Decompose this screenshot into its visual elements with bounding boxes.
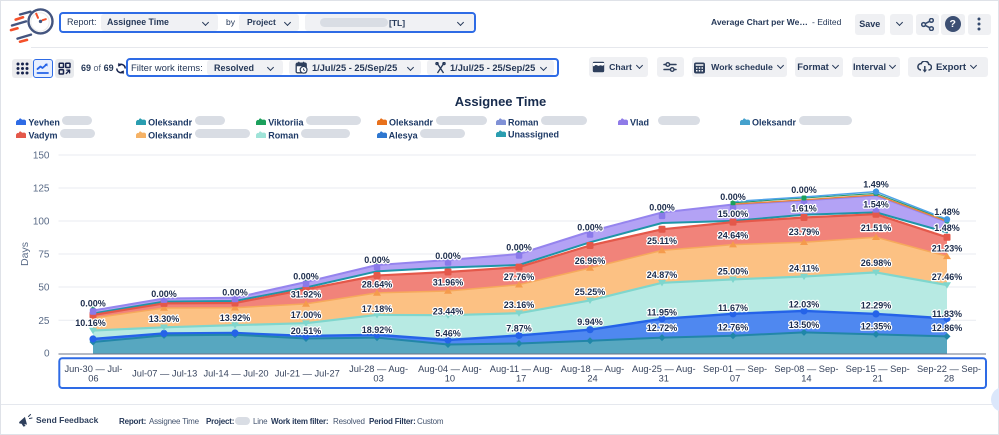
svg-text:10: 10 xyxy=(445,374,455,384)
svg-text:12.72%: 12.72% xyxy=(647,323,678,333)
svg-text:1.61%: 1.61% xyxy=(791,203,817,213)
svg-text:07: 07 xyxy=(730,374,740,384)
svg-text:0.00%: 0.00% xyxy=(791,185,817,195)
svg-text:24: 24 xyxy=(587,374,597,384)
svg-text:23.79%: 23.79% xyxy=(789,227,820,237)
svg-text:21: 21 xyxy=(873,374,883,384)
svg-text:0.00%: 0.00% xyxy=(222,288,248,298)
svg-text:0.00%: 0.00% xyxy=(364,255,390,265)
svg-text:Sep-22 — Sep-: Sep-22 — Sep- xyxy=(917,364,981,374)
svg-text:31.92%: 31.92% xyxy=(291,290,322,300)
svg-text:27.46%: 27.46% xyxy=(932,272,963,282)
svg-text:100: 100 xyxy=(33,217,50,228)
svg-text:0.00%: 0.00% xyxy=(435,251,461,261)
svg-text:24.64%: 24.64% xyxy=(718,230,749,240)
svg-text:1.49%: 1.49% xyxy=(863,179,889,189)
svg-text:Aug-04 — Aug-: Aug-04 — Aug- xyxy=(418,364,482,374)
svg-text:31: 31 xyxy=(659,374,669,384)
svg-text:0.00%: 0.00% xyxy=(293,272,319,282)
svg-text:Jul-14 — Jul-20: Jul-14 — Jul-20 xyxy=(203,368,268,378)
svg-text:7.87%: 7.87% xyxy=(506,324,532,334)
svg-text:12.76%: 12.76% xyxy=(718,323,749,333)
svg-text:1.54%: 1.54% xyxy=(863,199,889,209)
svg-text:12.86%: 12.86% xyxy=(932,323,963,333)
svg-text:25.25%: 25.25% xyxy=(575,287,606,297)
svg-text:Sep-01 — Sep-: Sep-01 — Sep- xyxy=(703,364,767,374)
svg-text:31.96%: 31.96% xyxy=(433,277,464,287)
svg-text:13.50%: 13.50% xyxy=(789,320,820,330)
svg-text:Jul-28 — Aug-: Jul-28 — Aug- xyxy=(349,364,408,374)
svg-text:13.30%: 13.30% xyxy=(149,314,180,324)
svg-text:17.00%: 17.00% xyxy=(291,310,322,320)
svg-text:21.51%: 21.51% xyxy=(861,223,892,233)
svg-text:27.76%: 27.76% xyxy=(504,272,535,282)
svg-text:11.83%: 11.83% xyxy=(932,309,962,319)
svg-text:18.92%: 18.92% xyxy=(362,325,393,335)
svg-text:14: 14 xyxy=(801,374,811,384)
svg-text:0: 0 xyxy=(44,349,50,360)
svg-text:Sep-08 — Sep-: Sep-08 — Sep- xyxy=(774,364,838,374)
svg-text:1.48%: 1.48% xyxy=(934,223,960,233)
svg-text:0.00%: 0.00% xyxy=(151,289,177,299)
svg-text:1.48%: 1.48% xyxy=(934,207,960,217)
svg-text:0.00%: 0.00% xyxy=(649,203,675,213)
svg-text:Aug-25 — Aug-: Aug-25 — Aug- xyxy=(632,364,696,374)
svg-text:Jul-07 — Jul-13: Jul-07 — Jul-13 xyxy=(132,368,197,378)
svg-text:0.00%: 0.00% xyxy=(577,222,603,232)
svg-text:Aug-11 — Aug-: Aug-11 — Aug- xyxy=(490,364,553,374)
svg-text:Jun-30 — Jul-: Jun-30 — Jul- xyxy=(64,364,122,374)
svg-text:03: 03 xyxy=(373,374,383,384)
svg-text:12.03%: 12.03% xyxy=(789,300,820,310)
svg-text:25: 25 xyxy=(38,316,50,327)
svg-text:125: 125 xyxy=(33,184,50,195)
svg-text:12.35%: 12.35% xyxy=(861,321,892,331)
svg-text:26.98%: 26.98% xyxy=(861,258,892,268)
svg-text:11.95%: 11.95% xyxy=(647,307,677,317)
svg-text:Aug-18 — Aug-: Aug-18 — Aug- xyxy=(561,364,625,374)
svg-text:21.23%: 21.23% xyxy=(932,243,963,253)
svg-text:25.11%: 25.11% xyxy=(647,236,677,246)
svg-text:11.67%: 11.67% xyxy=(718,303,748,313)
svg-text:28.64%: 28.64% xyxy=(362,280,393,290)
svg-text:24.11%: 24.11% xyxy=(789,263,819,273)
svg-text:Days: Days xyxy=(19,242,31,266)
svg-text:10.16%: 10.16% xyxy=(75,318,106,328)
svg-text:Jul-21 — Jul-27: Jul-21 — Jul-27 xyxy=(275,368,340,378)
svg-text:13.92%: 13.92% xyxy=(220,313,251,323)
svg-text:17: 17 xyxy=(516,374,526,384)
svg-text:5.46%: 5.46% xyxy=(435,329,461,339)
svg-text:12.29%: 12.29% xyxy=(861,300,892,310)
svg-text:23.16%: 23.16% xyxy=(504,300,535,310)
svg-text:Sep-15 — Sep-: Sep-15 — Sep- xyxy=(846,364,910,374)
svg-text:150: 150 xyxy=(33,151,50,162)
svg-text:0.00%: 0.00% xyxy=(80,299,106,309)
svg-text:25.00%: 25.00% xyxy=(718,267,749,277)
svg-text:0.00%: 0.00% xyxy=(506,242,532,252)
svg-text:9.94%: 9.94% xyxy=(577,317,603,327)
svg-text:26.96%: 26.96% xyxy=(575,256,606,266)
svg-text:23.44%: 23.44% xyxy=(433,307,464,317)
svg-text:20.51%: 20.51% xyxy=(291,326,322,336)
svg-text:28: 28 xyxy=(944,374,954,384)
svg-text:50: 50 xyxy=(38,283,50,294)
svg-text:06: 06 xyxy=(88,374,98,384)
svg-text:24.87%: 24.87% xyxy=(647,270,678,280)
svg-text:17.18%: 17.18% xyxy=(362,304,393,314)
svg-text:15.00%: 15.00% xyxy=(718,209,749,219)
svg-text:75: 75 xyxy=(38,250,50,261)
svg-text:0.00%: 0.00% xyxy=(720,192,746,202)
